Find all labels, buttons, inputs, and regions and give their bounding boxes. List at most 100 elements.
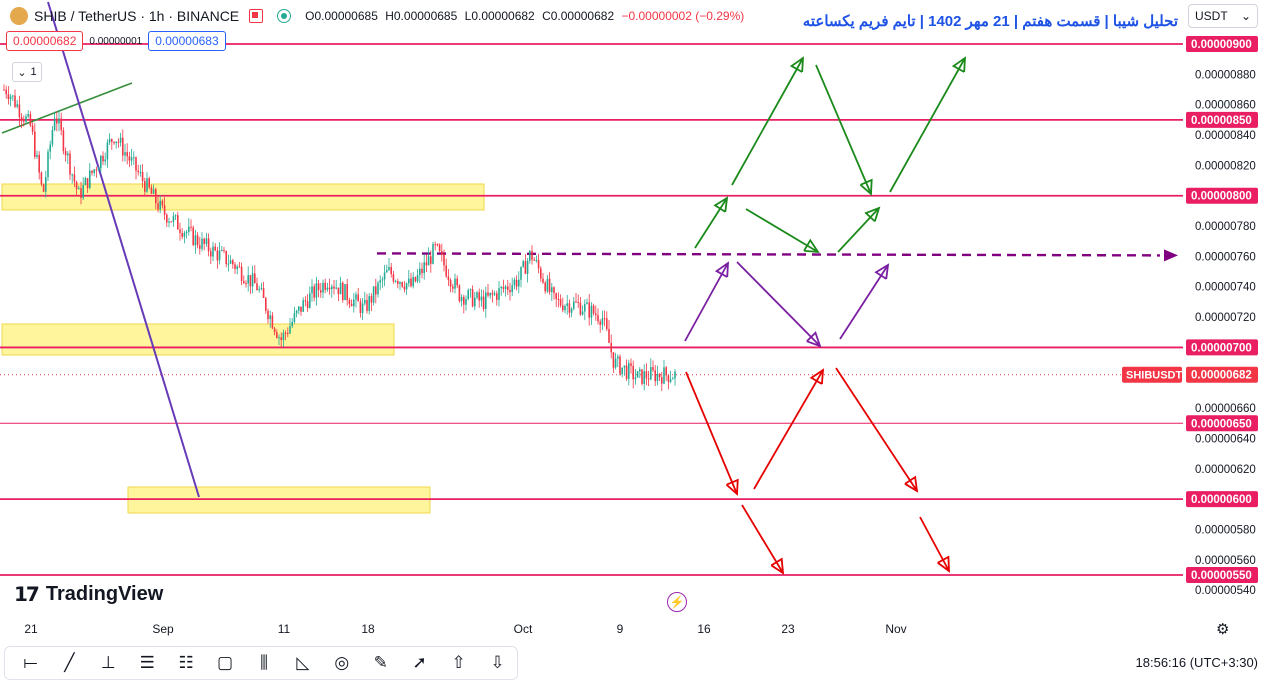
purple-trendline[interactable] bbox=[47, 1, 200, 498]
arrow-head-icon bbox=[859, 178, 873, 196]
gear-icon[interactable]: ⚙ bbox=[1216, 621, 1230, 638]
ohlc-low: L0.00000682 bbox=[464, 9, 535, 23]
candle-body bbox=[612, 352, 615, 368]
ohlc-change: −0.00000002 (−0.29%) bbox=[621, 9, 745, 23]
dashed-resistance-line[interactable] bbox=[376, 252, 1161, 257]
candle-body bbox=[456, 278, 458, 286]
projection-arrow[interactable] bbox=[685, 371, 739, 496]
candle-body bbox=[304, 300, 307, 302]
price-axis: 0.00000880 0.00000860 0.00000840 0.00000820… bbox=[1122, 0, 1266, 640]
candle-body bbox=[575, 301, 577, 303]
tradingview-logo[interactable]: 𝟭𝟳 TradingView bbox=[14, 582, 163, 607]
flash-icon[interactable]: ⚡ bbox=[667, 592, 687, 612]
candle-body bbox=[394, 281, 397, 283]
fib-channel-icon[interactable]: ☷ bbox=[178, 653, 194, 672]
vertical-line-icon[interactable]: ⊥ bbox=[100, 653, 116, 672]
price-zone[interactable] bbox=[1, 323, 395, 356]
candle-body bbox=[161, 200, 164, 206]
candle-body bbox=[383, 272, 386, 280]
symbol-title[interactable]: SHIB / TetherUS · 1h · BINANCE bbox=[34, 8, 240, 24]
projection-arrow[interactable] bbox=[694, 196, 729, 249]
candle-body bbox=[496, 293, 498, 300]
arrow-head-icon bbox=[806, 331, 822, 348]
svg-text:0.00000682: 0.00000682 bbox=[1191, 370, 1252, 382]
candle-body bbox=[249, 275, 252, 287]
projection-arrow[interactable] bbox=[736, 261, 822, 348]
sell-price-button[interactable]: 0.00000682 bbox=[6, 31, 84, 51]
object-tree-toggle[interactable]: ⌄ 1 bbox=[12, 62, 42, 82]
candle-body bbox=[458, 285, 461, 302]
candle-body bbox=[531, 250, 533, 260]
arrow-head-icon bbox=[937, 555, 950, 573]
candle-body bbox=[408, 278, 410, 284]
candle-body bbox=[84, 178, 87, 185]
candle-body bbox=[634, 377, 637, 380]
candle-body bbox=[564, 305, 566, 311]
candle-body bbox=[159, 200, 161, 210]
fib-retracement-icon[interactable]: ☰ bbox=[139, 653, 155, 672]
candle-body bbox=[610, 342, 612, 353]
candle-body bbox=[617, 356, 619, 359]
pitchfork-icon[interactable]: ⫼ bbox=[260, 653, 268, 672]
price-zone[interactable] bbox=[1, 183, 485, 211]
trend-line-icon[interactable]: ╱ bbox=[64, 653, 75, 672]
projection-arrow[interactable] bbox=[837, 206, 881, 253]
ohlc-open: O0.00000685 bbox=[305, 9, 378, 23]
candle-body bbox=[133, 157, 135, 159]
candle-body bbox=[377, 282, 379, 295]
flag-icon[interactable] bbox=[249, 9, 264, 23]
time-tick-label: 21 bbox=[24, 622, 38, 636]
candle-body bbox=[172, 216, 175, 222]
candle-body bbox=[381, 279, 384, 281]
candle-body bbox=[663, 367, 665, 384]
candle-body bbox=[581, 311, 584, 315]
candle-body bbox=[124, 152, 126, 156]
candle-body bbox=[441, 251, 443, 255]
candle-body bbox=[665, 367, 667, 376]
rectangle-icon[interactable]: ▢ bbox=[217, 653, 234, 672]
candle-body bbox=[366, 300, 368, 311]
projection-arrow[interactable] bbox=[684, 261, 729, 342]
clock-timezone[interactable]: 18:56:16 (UTC+3:30) bbox=[1135, 655, 1258, 670]
currency-select[interactable]: USDT ⌄ bbox=[1188, 4, 1258, 28]
candle-body bbox=[122, 137, 124, 156]
projection-arrow[interactable] bbox=[889, 56, 967, 193]
candle-body bbox=[544, 282, 546, 292]
projection-arrow[interactable] bbox=[731, 56, 805, 186]
projection-arrow[interactable] bbox=[835, 367, 919, 493]
candle-body bbox=[311, 286, 313, 294]
candle-body bbox=[284, 332, 287, 334]
circle-icon[interactable]: ◎ bbox=[334, 653, 350, 672]
arrow-icon[interactable]: ➚ bbox=[412, 653, 427, 672]
candle-body bbox=[447, 276, 450, 280]
price-tick-label: 0.00000760 bbox=[1195, 251, 1256, 263]
projection-arrow[interactable] bbox=[753, 368, 825, 490]
projection-arrow[interactable] bbox=[839, 263, 890, 340]
candle-body bbox=[115, 141, 117, 144]
candle-body bbox=[317, 283, 320, 291]
pencil-icon[interactable]: ✎ bbox=[373, 653, 388, 672]
candle-body bbox=[485, 292, 487, 309]
arrow-up-icon[interactable]: ⇧ bbox=[451, 653, 466, 672]
candle-body bbox=[339, 282, 342, 295]
candle-body bbox=[194, 235, 197, 246]
arrow-down-icon[interactable]: ⇩ bbox=[490, 653, 505, 672]
buy-price-button[interactable]: 0.00000683 bbox=[148, 31, 226, 51]
projection-arrow[interactable] bbox=[745, 208, 820, 254]
candle-body bbox=[49, 144, 51, 152]
candle-body bbox=[430, 256, 432, 264]
candle-body bbox=[89, 170, 91, 189]
candle-body bbox=[12, 95, 14, 97]
candle-body bbox=[526, 260, 529, 274]
projection-arrow[interactable] bbox=[741, 504, 785, 575]
candle-body bbox=[139, 172, 142, 174]
arrow-head-icon bbox=[874, 263, 890, 280]
horizontal-ray-icon[interactable]: ⟝ bbox=[23, 653, 38, 672]
candle-body bbox=[588, 302, 590, 318]
chevron-down-icon: ⌄ bbox=[1240, 9, 1251, 23]
projection-arrow[interactable] bbox=[815, 64, 873, 196]
triangle-pattern-icon[interactable]: ◺ bbox=[296, 653, 310, 672]
projection-arrow[interactable] bbox=[919, 516, 950, 573]
candle-body bbox=[23, 119, 25, 122]
